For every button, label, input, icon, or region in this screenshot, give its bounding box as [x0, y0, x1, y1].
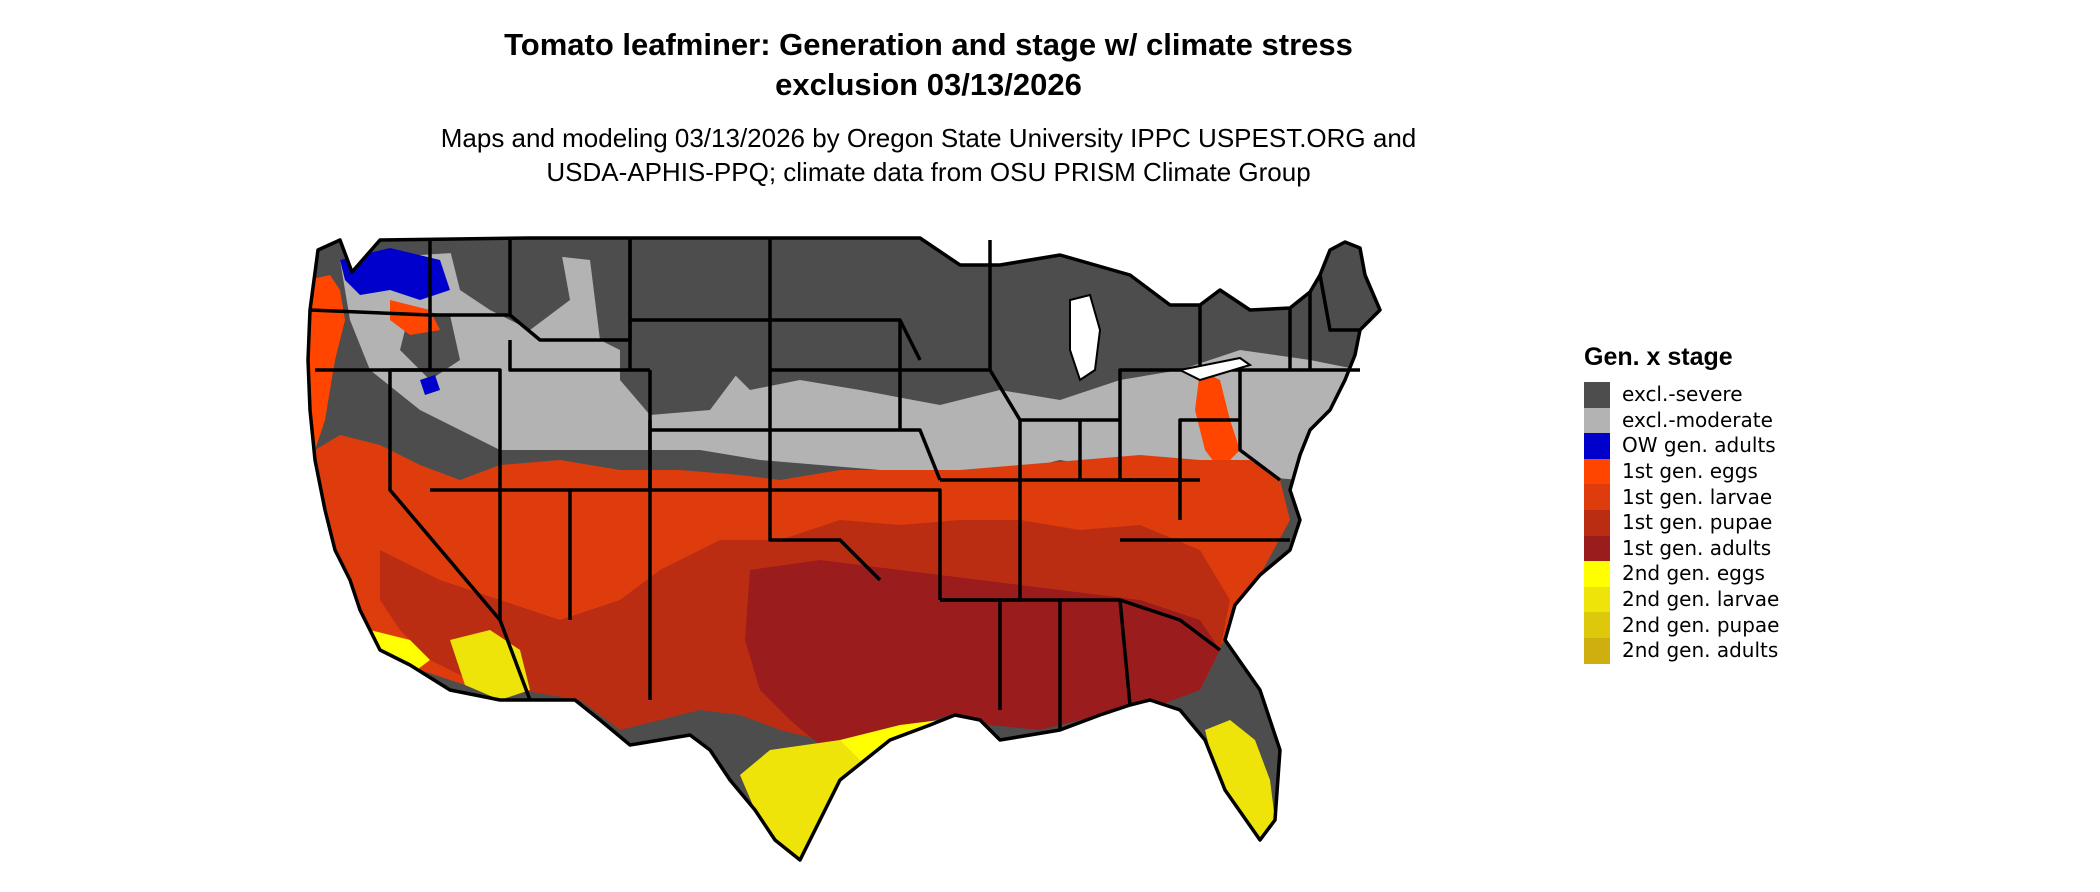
- lake-michigan: [1069, 293, 1102, 382]
- legend-items: excl.-severe excl.-moderate OW gen. adults…: [1584, 382, 1924, 664]
- legend-swatch: [1584, 637, 1610, 664]
- lake-erie: [1176, 356, 1253, 382]
- legend-label: 2nd gen. pupae: [1622, 612, 1780, 637]
- legend-item: 1st gen. larvae: [1584, 484, 1924, 510]
- zone-ow-adults-nevada: [420, 375, 440, 395]
- legend-label: 1st gen. adults: [1622, 535, 1772, 560]
- legend-swatch: [1584, 612, 1610, 638]
- legend-item: 1st gen. adults: [1584, 535, 1924, 562]
- legend-item: 2nd gen. adults: [1584, 637, 1924, 664]
- legend-label: 2nd gen. eggs: [1622, 561, 1765, 586]
- legend-swatch: [1584, 382, 1610, 408]
- legend-label: excl.-severe: [1622, 382, 1743, 407]
- zone-1st-gen-adults: [745, 560, 1220, 755]
- legend-swatch: [1584, 535, 1610, 562]
- legend-swatch: [1584, 484, 1610, 510]
- legend-label: 1st gen. eggs: [1622, 459, 1758, 484]
- zone-1st-gen-eggs-west-coast: [308, 275, 345, 450]
- zone-1st-gen-eggs-snake-river: [390, 300, 440, 335]
- legend-label: OW gen. adults: [1622, 433, 1776, 458]
- legend-title: Gen. x stage: [1584, 343, 1733, 371]
- map-subtitle-line-2: USDA-APHIS-PPQ; climate data from OSU PR…: [546, 157, 1311, 187]
- zone-ow-adults-northwest: [340, 248, 450, 300]
- legend-label: excl.-moderate: [1622, 407, 1773, 432]
- legend-label: 2nd gen. adults: [1622, 638, 1779, 663]
- zone-2nd-gen-eggs-southwest: [370, 630, 430, 675]
- legend-item: 1st gen. pupae: [1584, 509, 1924, 536]
- legend-swatch: [1584, 561, 1610, 587]
- legend-item: 2nd gen. larvae: [1584, 586, 1924, 613]
- legend-swatch: [1584, 586, 1610, 613]
- map-subtitle-line-1: Maps and modeling 03/13/2026 by Oregon S…: [440, 123, 1417, 153]
- us-outline: [306, 236, 1382, 862]
- legend-item: 2nd gen. eggs: [1584, 561, 1924, 587]
- legend-item: OW gen. adults: [1584, 433, 1924, 459]
- map-title-line-1: Tomato leafminer: Generation and stage w…: [504, 27, 1353, 62]
- legend-swatch: [1584, 458, 1610, 485]
- conus-map: [306, 236, 1382, 862]
- legend-label: 1st gen. pupae: [1622, 510, 1773, 535]
- legend-label: 1st gen. larvae: [1622, 484, 1773, 509]
- map-title-line-2: exclusion 03/13/2026: [775, 67, 1082, 102]
- legend-item: excl.-severe: [1584, 382, 1924, 408]
- map-legend: Gen. x stage excl.-severe excl.-moderate O…: [1584, 340, 1924, 664]
- legend-label: 2nd gen. larvae: [1622, 587, 1780, 612]
- legend-swatch: [1584, 509, 1610, 536]
- zone-2nd-gen-larvae-florida: [1205, 720, 1275, 840]
- legend-item: 2nd gen. pupae: [1584, 612, 1924, 638]
- legend-item: 1st gen. eggs: [1584, 458, 1924, 485]
- legend-item: excl.-moderate: [1584, 407, 1924, 434]
- state-boundaries: [306, 236, 1382, 862]
- zone-2nd-gen-larvae-texas: [740, 740, 865, 860]
- legend-swatch: [1584, 407, 1610, 434]
- legend-swatch: [1584, 433, 1610, 459]
